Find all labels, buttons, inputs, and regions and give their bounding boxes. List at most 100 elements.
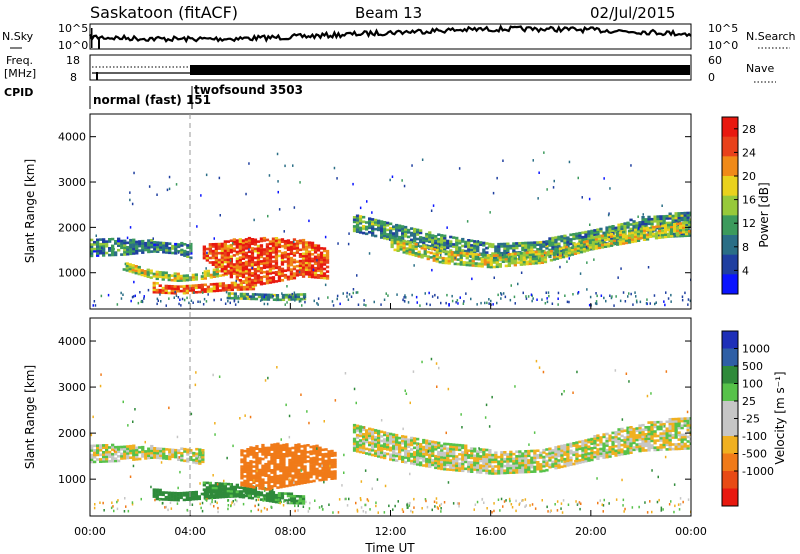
heatmap-cell (358, 215, 363, 218)
heatmap-cell (232, 254, 236, 257)
heatmap-cell (155, 275, 159, 278)
heatmap-cell (543, 256, 548, 259)
heatmap-cell (220, 267, 224, 271)
heatmap-cell (239, 294, 243, 298)
heatmap-cell (482, 241, 486, 245)
heatmap-cell (689, 218, 691, 221)
heatmap-cell (259, 262, 264, 265)
heatmap-cell (581, 449, 585, 452)
heatmap-cell (422, 236, 426, 240)
heatmap-cell (355, 450, 360, 453)
heatmap-cell (171, 453, 175, 456)
heatmap-cell (428, 238, 432, 241)
heatmap-cell (292, 267, 297, 271)
heatmap-cell (371, 432, 375, 436)
heatmap-cell (316, 267, 321, 270)
heatmap-cell (621, 237, 626, 241)
heatmap-cell (536, 465, 540, 469)
heatmap-cell (290, 295, 292, 299)
heatmap-cell (158, 284, 162, 287)
heatmap-cell (650, 428, 654, 431)
heatmap-cell (327, 452, 331, 456)
heatmap-cell (365, 304, 367, 307)
heatmap-cell (299, 297, 304, 301)
heatmap-cell (569, 242, 573, 246)
heatmap-cell (648, 235, 653, 238)
heatmap-cell (310, 248, 315, 252)
heatmap-cell (518, 242, 522, 245)
heatmap-cell (557, 454, 561, 458)
heatmap-cell (465, 292, 467, 295)
heatmap-cell (356, 291, 359, 294)
heatmap-cell (383, 440, 387, 444)
heatmap-cell (380, 236, 384, 239)
heatmap-cell (258, 461, 262, 465)
heatmap-cell (288, 294, 291, 297)
heatmap-cell (253, 490, 258, 493)
heatmap-cell (683, 424, 687, 427)
heatmap-cell (144, 246, 148, 249)
heatmap-cell (152, 290, 156, 294)
heatmap-cell (365, 221, 369, 224)
heatmap-cell (416, 237, 420, 241)
heatmap-cell (674, 422, 678, 425)
heatmap-cell (449, 450, 453, 453)
heatmap-cell (614, 369, 617, 372)
heatmap-cell (279, 485, 283, 489)
heatmap-cell (413, 239, 417, 242)
heatmap-cell (479, 459, 483, 463)
heatmap-cell (232, 265, 236, 269)
heatmap-cell (651, 234, 656, 238)
heatmap-cell (261, 466, 265, 470)
heatmap-cell (253, 283, 258, 287)
heatmap-cell (602, 447, 606, 450)
heatmap-cell (152, 237, 154, 240)
heatmap-cell (147, 447, 151, 451)
heatmap-cell (220, 254, 224, 257)
heatmap-cell (548, 459, 552, 462)
heatmap-cell (402, 248, 406, 252)
heatmap-cell (455, 459, 459, 463)
heatmap-cell (464, 467, 468, 471)
heatmap-cell (639, 300, 642, 304)
heatmap-cell (671, 219, 675, 222)
heatmap-cell (90, 433, 93, 437)
heatmap-cell (683, 234, 687, 238)
heatmap-cell (512, 466, 516, 470)
heatmap-cell (256, 240, 261, 243)
heatmap-cell (447, 250, 451, 254)
heatmap-cell (461, 451, 465, 454)
heatmap-cell (177, 245, 181, 249)
heatmap-cell (602, 442, 606, 446)
heatmap-cell (316, 260, 321, 263)
heatmap-cell (464, 240, 468, 244)
heatmap-cell (684, 291, 686, 295)
heatmap-cell (247, 496, 252, 500)
heatmap-cell (540, 256, 544, 260)
heatmap-cell (645, 226, 650, 230)
heatmap-cell (275, 298, 278, 302)
heatmap-cell (641, 218, 645, 221)
heatmap-cell (470, 250, 474, 254)
heatmap-cell (230, 283, 234, 287)
heatmap-cell (279, 465, 283, 468)
heatmap-cell (252, 469, 256, 473)
heatmap-cell (294, 504, 296, 508)
heatmap-cell (564, 245, 569, 249)
heatmap-cell (96, 247, 100, 251)
heatmap-cell (635, 438, 639, 442)
heatmap-cell (407, 454, 411, 458)
heatmap-cell (679, 231, 683, 234)
heatmap-cell (358, 441, 363, 445)
heatmap-cell (500, 467, 504, 470)
heatmap-cell (461, 249, 465, 252)
heatmap-cell (677, 426, 681, 430)
heatmap-cell (128, 263, 132, 266)
heatmap-cell (470, 449, 474, 453)
heatmap-cell (312, 470, 316, 474)
heatmap-cell (195, 454, 199, 458)
heatmap-cell (217, 260, 221, 264)
heatmap-cell (235, 246, 239, 249)
heatmap-cell (205, 254, 209, 258)
heatmap-cell (297, 443, 301, 446)
